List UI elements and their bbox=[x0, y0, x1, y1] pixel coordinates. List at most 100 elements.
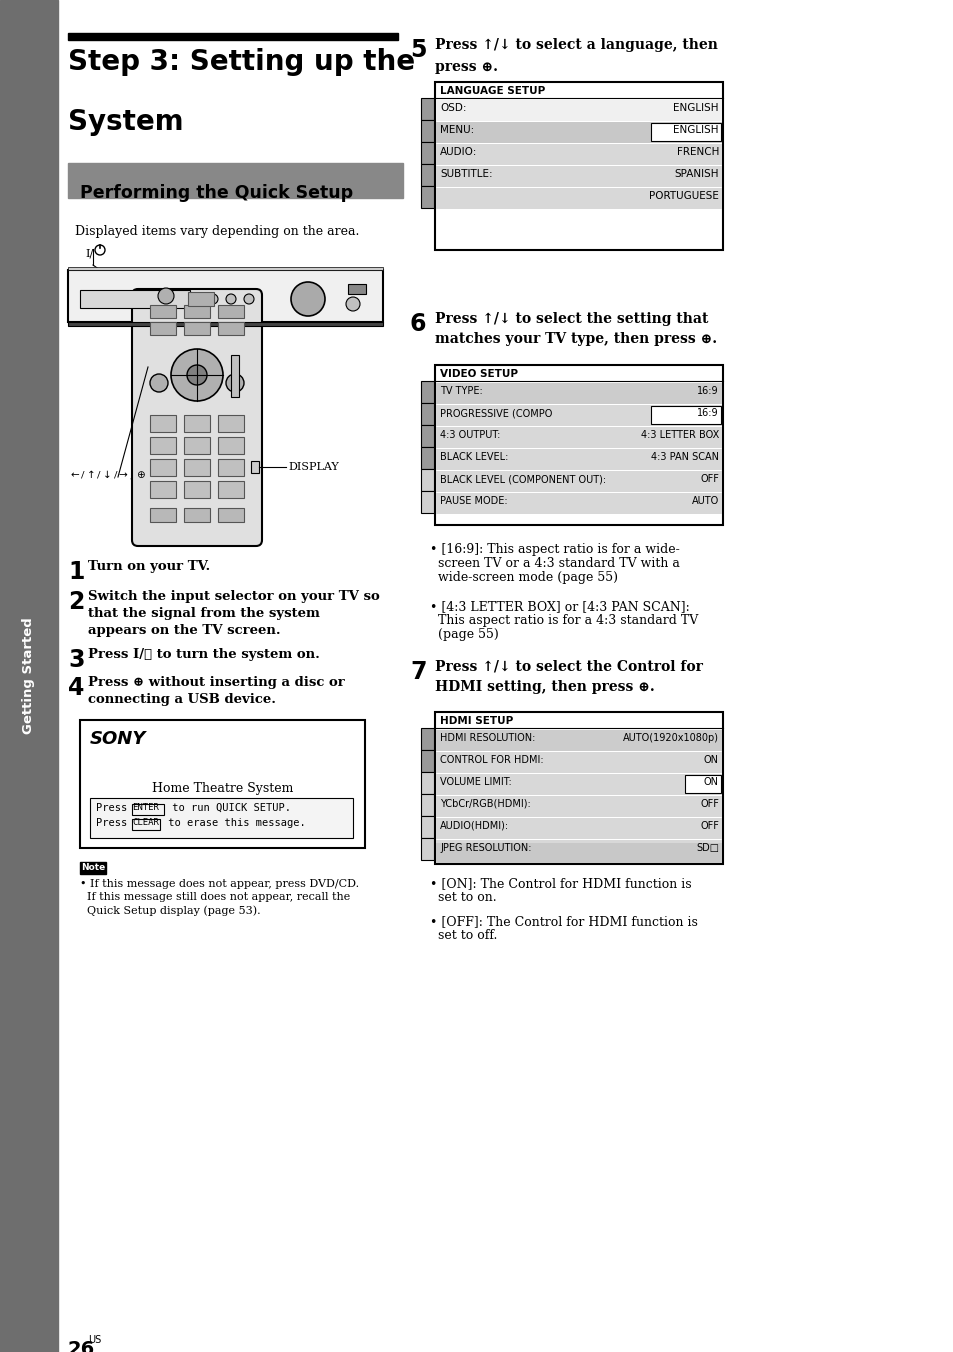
Text: PAUSE MODE:: PAUSE MODE: bbox=[439, 496, 507, 506]
Text: US: US bbox=[88, 1334, 101, 1345]
Bar bbox=[650, 406, 720, 425]
FancyBboxPatch shape bbox=[132, 289, 262, 546]
Text: PROGRESSIVE (COMPO: PROGRESSIVE (COMPO bbox=[439, 408, 552, 418]
Text: (page 55): (page 55) bbox=[430, 627, 498, 641]
Text: This aspect ratio is for a 4:3 standard TV: This aspect ratio is for a 4:3 standard … bbox=[430, 614, 698, 627]
Bar bbox=[420, 381, 434, 403]
Text: • [OFF]: The Control for HDMI function is: • [OFF]: The Control for HDMI function i… bbox=[430, 915, 698, 927]
Text: ENTER: ENTER bbox=[132, 803, 159, 813]
Text: Press: Press bbox=[96, 803, 133, 813]
Bar bbox=[80, 721, 365, 848]
Text: • [16:9]: This aspect ratio is for a wide-: • [16:9]: This aspect ratio is for a wid… bbox=[430, 544, 679, 556]
Text: Home Theatre System: Home Theatre System bbox=[152, 781, 293, 795]
Bar bbox=[436, 166, 721, 187]
Text: • [ON]: The Control for HDMI function is: • [ON]: The Control for HDMI function is bbox=[430, 877, 691, 890]
Bar bbox=[436, 773, 721, 795]
Text: If this message still does not appear, recall the: If this message still does not appear, r… bbox=[80, 892, 350, 902]
Text: 16:9: 16:9 bbox=[697, 387, 719, 396]
Text: Performing the Quick Setup: Performing the Quick Setup bbox=[80, 184, 353, 201]
Text: 4:3 LETTER BOX: 4:3 LETTER BOX bbox=[640, 430, 719, 439]
Circle shape bbox=[226, 293, 235, 304]
Circle shape bbox=[226, 375, 244, 392]
Bar bbox=[436, 844, 721, 863]
Text: DISPLAY: DISPLAY bbox=[288, 462, 338, 472]
Bar bbox=[68, 322, 382, 326]
Bar bbox=[80, 863, 106, 873]
Circle shape bbox=[171, 349, 223, 402]
Text: • If this message does not appear, press DVD/CD.: • If this message does not appear, press… bbox=[80, 879, 358, 890]
Bar bbox=[436, 427, 721, 448]
Text: VOLUME LIMIT:: VOLUME LIMIT: bbox=[439, 777, 511, 787]
Bar bbox=[150, 322, 175, 335]
Text: 3: 3 bbox=[68, 648, 85, 672]
Bar bbox=[420, 425, 434, 448]
Bar bbox=[132, 804, 164, 815]
Bar bbox=[436, 840, 721, 861]
Bar bbox=[68, 270, 382, 322]
Text: set to off.: set to off. bbox=[430, 929, 497, 942]
Bar bbox=[436, 100, 721, 120]
Bar bbox=[218, 481, 244, 498]
Bar bbox=[436, 818, 721, 840]
Text: set to on.: set to on. bbox=[430, 891, 497, 904]
Bar bbox=[420, 794, 434, 817]
Text: 7: 7 bbox=[410, 660, 426, 684]
Text: wide-screen mode (page 55): wide-screen mode (page 55) bbox=[430, 571, 618, 584]
Text: 16:9: 16:9 bbox=[697, 408, 719, 418]
Text: 6: 6 bbox=[410, 312, 426, 337]
Bar bbox=[184, 306, 210, 318]
Text: matches your TV type, then press ⊕.: matches your TV type, then press ⊕. bbox=[435, 333, 717, 346]
Bar bbox=[420, 772, 434, 794]
Text: 2: 2 bbox=[68, 589, 84, 614]
Bar bbox=[218, 306, 244, 318]
Text: Press ↑/↓ to select a language, then: Press ↑/↓ to select a language, then bbox=[435, 38, 717, 51]
Circle shape bbox=[187, 365, 207, 385]
Bar bbox=[231, 356, 239, 397]
Bar bbox=[184, 458, 210, 476]
Text: AUDIO:: AUDIO: bbox=[439, 147, 476, 157]
Bar bbox=[650, 123, 720, 141]
Text: Turn on your TV.: Turn on your TV. bbox=[88, 560, 210, 573]
Bar bbox=[420, 469, 434, 491]
Circle shape bbox=[150, 375, 168, 392]
Bar bbox=[420, 727, 434, 750]
Text: ENGLISH: ENGLISH bbox=[673, 124, 719, 135]
Text: MENU:: MENU: bbox=[439, 124, 474, 135]
Bar bbox=[184, 322, 210, 335]
Bar bbox=[218, 458, 244, 476]
Text: screen TV or a 4:3 standard TV with a: screen TV or a 4:3 standard TV with a bbox=[430, 557, 679, 571]
Bar bbox=[150, 415, 175, 433]
Circle shape bbox=[208, 293, 218, 304]
Bar bbox=[436, 730, 721, 750]
Text: HDMI setting, then press ⊕.: HDMI setting, then press ⊕. bbox=[435, 680, 654, 694]
Bar bbox=[0, 0, 58, 1352]
Bar bbox=[436, 406, 721, 426]
Circle shape bbox=[95, 245, 105, 256]
Text: OSD:: OSD: bbox=[439, 103, 466, 114]
Text: AUDIO(HDMI):: AUDIO(HDMI): bbox=[439, 821, 509, 831]
Text: ENGLISH: ENGLISH bbox=[673, 103, 719, 114]
Bar bbox=[420, 838, 434, 860]
Bar bbox=[218, 437, 244, 454]
Text: VIDEO SETUP: VIDEO SETUP bbox=[439, 369, 517, 379]
Bar bbox=[184, 437, 210, 454]
Bar bbox=[436, 493, 721, 514]
Text: 4:3 PAN SCAN: 4:3 PAN SCAN bbox=[650, 452, 719, 462]
Text: 1: 1 bbox=[68, 560, 84, 584]
Bar bbox=[150, 508, 175, 522]
Bar bbox=[420, 403, 434, 425]
Bar bbox=[150, 481, 175, 498]
Text: • [4:3 LETTER BOX] or [4:3 PAN SCAN]:: • [4:3 LETTER BOX] or [4:3 PAN SCAN]: bbox=[430, 600, 689, 612]
Text: OFF: OFF bbox=[700, 799, 719, 808]
Bar bbox=[184, 481, 210, 498]
Text: ON: ON bbox=[703, 754, 719, 765]
Text: Press ↑/↓ to select the setting that: Press ↑/↓ to select the setting that bbox=[435, 312, 708, 326]
Text: Press ⊕ without inserting a disc or
connecting a USB device.: Press ⊕ without inserting a disc or conn… bbox=[88, 676, 344, 706]
Text: FRENCH: FRENCH bbox=[676, 147, 719, 157]
Bar bbox=[150, 458, 175, 476]
Text: AUTO(1920x1080p): AUTO(1920x1080p) bbox=[622, 733, 719, 744]
Bar bbox=[436, 145, 721, 165]
Text: PORTUGUESE: PORTUGUESE bbox=[648, 191, 719, 201]
Bar bbox=[188, 292, 213, 306]
Bar bbox=[80, 289, 190, 308]
